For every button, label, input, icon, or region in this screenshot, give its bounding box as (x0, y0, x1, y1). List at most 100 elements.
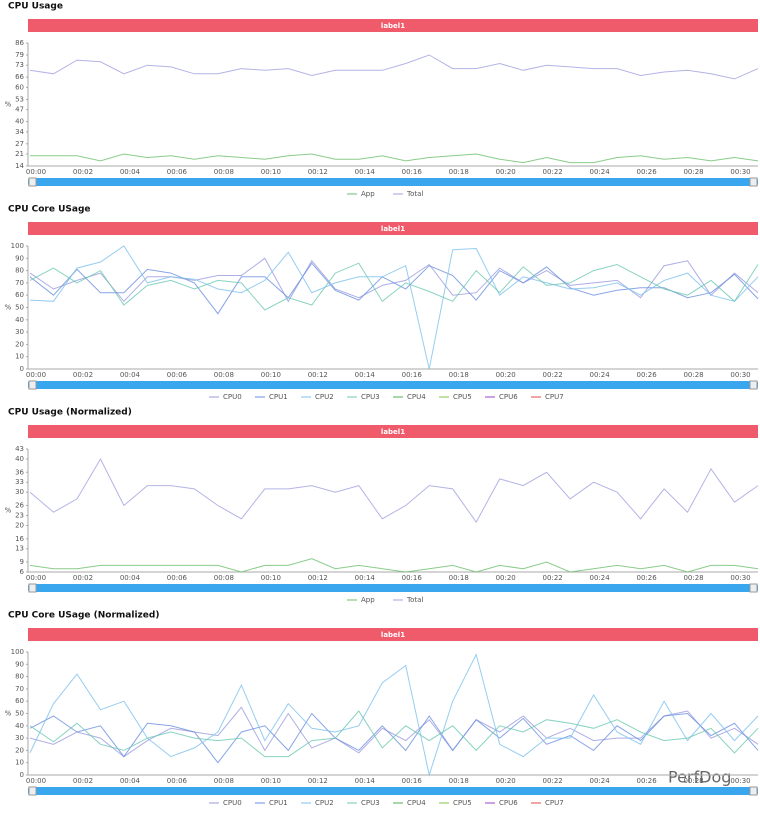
chart-panel: CPU Usage label1% 14 21 27 34 40 47 53 60 66 73 79 86… (5, 2, 759, 198)
series-line (29, 457, 759, 524)
x-tick-label: 00:06 (167, 168, 188, 176)
x-tick-label: 00:02 (73, 777, 93, 785)
legend-label: CPU2 (315, 393, 334, 401)
x-tick-label: 00:08 (214, 168, 234, 176)
x-tick-label: 00:20 (496, 574, 516, 582)
y-tick-label: 40 (15, 455, 24, 463)
x-tick-label: 00:20 (496, 168, 516, 176)
x-tick-label: 00:22 (543, 574, 563, 582)
y-tick-label: 10 (15, 353, 24, 361)
y-axis-label: % (5, 710, 12, 718)
slider-handle (749, 177, 758, 187)
legend-label: CPU7 (545, 393, 564, 401)
x-tick-label: 00:30 (730, 777, 750, 785)
y-axis-label: % (5, 101, 12, 109)
x-tick-label: 00:20 (496, 777, 516, 785)
y-tick-label: 70 (15, 685, 24, 693)
slider-handle (28, 786, 37, 796)
y-tick-label: 9 (20, 558, 24, 566)
banner-label: label1 (381, 225, 405, 233)
y-tick-label: 43 (15, 445, 24, 453)
legend-label: App (361, 596, 375, 604)
x-tick-label: 00:04 (120, 574, 141, 582)
y-tick-label: 53 (15, 95, 24, 103)
x-tick-label: 00:24 (590, 371, 611, 379)
y-tick-label: 40 (15, 722, 24, 730)
chart-panel: CPU Core USage (Normalized) label1% 0 10 20 3… (5, 611, 759, 807)
banner (28, 222, 758, 235)
y-tick-label: 16 (15, 535, 24, 543)
series-line (29, 710, 759, 758)
x-tick-label: 00:02 (73, 574, 93, 582)
y-tick-label: 100 (11, 648, 24, 656)
series-line (30, 153, 759, 164)
series-line (29, 257, 759, 303)
x-tick-label: 00:16 (402, 168, 423, 176)
y-tick-label: 90 (15, 660, 24, 668)
zoom-slider (28, 178, 758, 186)
banner (28, 628, 758, 641)
y-tick-label: 40 (15, 118, 24, 126)
chart-title: CPU Usage (8, 2, 63, 12)
banner-label: label1 (381, 22, 405, 30)
y-tick-label: 23 (15, 511, 24, 519)
y-axis-label: % (5, 507, 12, 515)
x-tick-label: 00:04 (120, 777, 141, 785)
y-tick-label: 30 (15, 488, 24, 496)
x-tick-label: 00:12 (308, 168, 328, 176)
slider-handle (28, 380, 37, 390)
legend-label: CPU0 (223, 799, 242, 807)
y-tick-label: 0 (20, 365, 24, 373)
series-line (29, 245, 759, 370)
x-tick-label: 00:22 (543, 168, 563, 176)
x-tick-label: 00:00 (26, 574, 46, 582)
x-tick-label: 00:00 (26, 168, 46, 176)
x-tick-label: 00:16 (402, 574, 423, 582)
x-tick-label: 00:06 (167, 777, 188, 785)
y-tick-label: 80 (15, 673, 24, 681)
x-tick-label: 00:06 (167, 574, 188, 582)
chart-panel: CPU Usage (Normalized) label1% 6 9 13 16 20 232… (5, 408, 759, 604)
x-tick-label: 00:30 (730, 574, 750, 582)
banner-label: label1 (381, 428, 405, 436)
x-tick-label: 00:22 (543, 371, 563, 379)
x-tick-label: 00:26 (636, 777, 657, 785)
y-tick-label: 90 (15, 254, 24, 262)
legend-label: CPU3 (361, 393, 380, 401)
y-tick-label: 30 (15, 734, 24, 742)
watermark: PerfDog (668, 768, 731, 787)
y-tick-label: 20 (15, 521, 24, 529)
y-tick-label: 73 (15, 61, 24, 69)
slider-handle (749, 583, 758, 593)
y-tick-label: 0 (20, 771, 24, 779)
y-tick-label: 70 (15, 279, 24, 287)
y-tick-label: 10 (15, 759, 24, 767)
x-tick-label: 00:16 (402, 371, 423, 379)
series-line (29, 262, 759, 315)
x-tick-label: 00:14 (355, 168, 376, 176)
y-tick-label: 14 (15, 162, 24, 170)
y-tick-label: 50 (15, 710, 24, 718)
x-tick-label: 00:26 (636, 371, 657, 379)
banner (28, 425, 758, 438)
y-axis-label: % (5, 304, 12, 312)
x-tick-label: 00:28 (683, 574, 703, 582)
x-tick-label: 00:24 (590, 574, 611, 582)
legend-label: CPU2 (315, 799, 334, 807)
x-tick-label: 00:18 (449, 168, 469, 176)
slider-handle (28, 583, 37, 593)
x-tick-label: 00:00 (26, 777, 46, 785)
legend-label: CPU6 (499, 799, 518, 807)
legend-label: CPU0 (223, 393, 242, 401)
slider-handle (749, 786, 758, 796)
legend-label: CPU1 (269, 799, 288, 807)
chart-title: CPU Core USage (8, 205, 91, 215)
y-tick-label: 21 (15, 150, 24, 158)
series-line (29, 653, 759, 777)
x-tick-label: 00:12 (308, 574, 328, 582)
x-tick-label: 00:12 (308, 371, 328, 379)
legend-label: CPU6 (499, 393, 518, 401)
x-tick-label: 00:20 (496, 371, 516, 379)
legend-label: CPU5 (453, 799, 472, 807)
